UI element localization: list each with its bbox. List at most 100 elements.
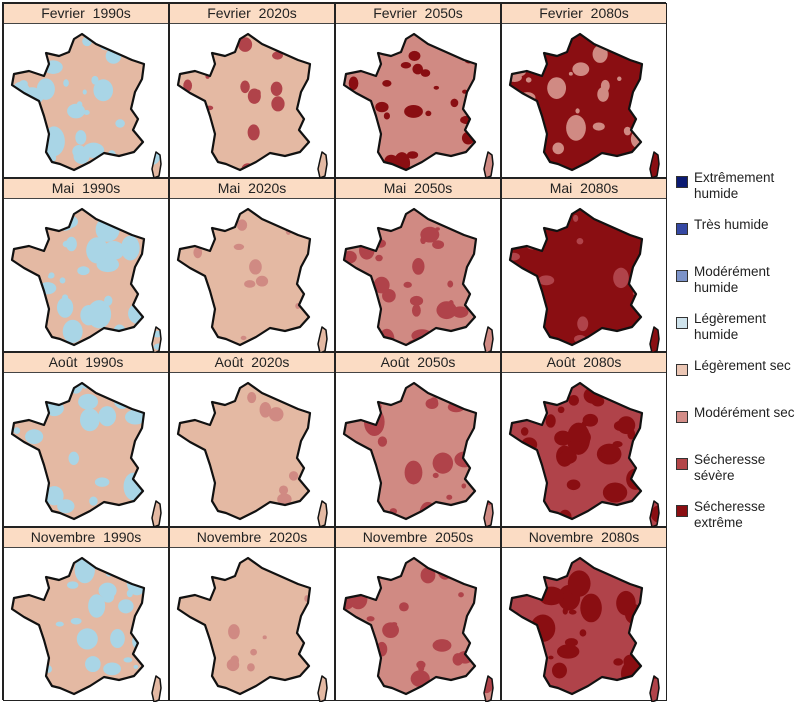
map-region	[409, 295, 424, 306]
map-region	[153, 343, 161, 350]
map-region	[566, 479, 581, 491]
map-region	[419, 501, 437, 526]
legend-swatch	[676, 411, 688, 423]
map-region	[378, 208, 397, 224]
map-region	[420, 69, 431, 77]
map-panel: Mai 2050s	[335, 177, 501, 353]
map-region	[266, 685, 272, 693]
map-region	[230, 654, 240, 666]
map-region	[554, 430, 572, 446]
map-region	[587, 163, 593, 169]
map-region	[436, 300, 457, 319]
corsica-outline	[317, 325, 328, 353]
map-region	[57, 499, 75, 514]
map-region	[118, 598, 134, 613]
map-region	[140, 611, 147, 619]
map-region	[551, 662, 567, 678]
map-region	[353, 489, 364, 502]
france-map	[10, 381, 162, 527]
legend-item: Sécheresse extrême	[676, 499, 798, 546]
map-region	[416, 660, 426, 669]
legend-item: Légèrement sec	[676, 358, 798, 405]
panel-title: Août 2020s	[170, 353, 334, 373]
map-region	[375, 101, 389, 113]
map-region	[108, 208, 114, 212]
map-region	[519, 236, 526, 243]
map-region	[529, 399, 542, 409]
map-region	[600, 446, 620, 461]
map-region	[616, 590, 636, 615]
map-region	[473, 256, 493, 274]
france-outline	[10, 381, 146, 521]
map-region	[154, 420, 161, 426]
map-region	[582, 413, 599, 427]
map-region	[203, 560, 217, 576]
map-region	[408, 50, 421, 61]
map-region	[377, 436, 388, 447]
map-region	[288, 471, 299, 481]
map-region	[359, 674, 381, 701]
map-region	[63, 79, 69, 87]
map-region	[138, 398, 159, 424]
map-region	[382, 621, 399, 638]
map-region	[93, 79, 114, 102]
panel-title: Novembre 2050s	[336, 527, 500, 548]
map-region	[640, 436, 659, 456]
france-map	[176, 207, 328, 353]
corsica-outline	[317, 500, 328, 527]
map-region	[556, 643, 580, 659]
map-panel: Novembre 2050s	[335, 526, 501, 702]
map-region	[449, 391, 455, 398]
map-region	[349, 485, 365, 497]
map-region	[469, 284, 479, 292]
map-grid: Fevrier 1990s Fevrier 2020s Fevrier 2050s F…	[2, 2, 667, 702]
map-region	[188, 155, 194, 159]
map-region	[420, 566, 436, 583]
map-region	[579, 628, 587, 637]
map-region	[102, 240, 125, 260]
map-region	[79, 408, 100, 432]
map-region	[220, 223, 226, 228]
map-region	[34, 464, 40, 469]
map-region	[403, 281, 412, 288]
map-panel: Mai 2080s	[501, 177, 667, 353]
map-region	[529, 402, 536, 410]
map-region	[259, 401, 272, 418]
map-region	[121, 235, 140, 260]
map-region	[89, 496, 98, 506]
map-region	[450, 98, 459, 108]
map-region	[62, 319, 83, 343]
map-region	[83, 109, 90, 116]
legend-swatch	[676, 364, 688, 376]
map-region	[133, 664, 139, 669]
map-region	[82, 89, 87, 95]
map-region	[392, 34, 398, 41]
legend: Extrêmement humide Très humide Modérément …	[676, 170, 798, 546]
corsica-outline	[649, 325, 660, 353]
map-region	[273, 383, 284, 388]
map-region	[483, 115, 493, 124]
map-panel: Mai 2020s	[169, 177, 335, 353]
map-region	[576, 237, 584, 244]
map-base-fill	[12, 208, 161, 353]
map-region	[510, 634, 522, 649]
map-region	[55, 621, 64, 627]
map-region	[36, 78, 55, 100]
map-region	[475, 111, 482, 116]
map-region	[625, 395, 638, 408]
map-region	[464, 680, 471, 688]
map-region	[103, 661, 122, 675]
map-region	[412, 63, 424, 75]
map-region	[472, 159, 483, 174]
map-base-fill	[178, 557, 327, 702]
map-region	[75, 130, 87, 145]
legend-item: Modérément humide	[676, 264, 798, 311]
map-region	[141, 143, 161, 166]
map-region	[516, 557, 523, 561]
map-region	[249, 258, 262, 275]
map-region	[567, 126, 584, 138]
france-map	[10, 207, 162, 353]
map-region	[88, 593, 106, 618]
map-region	[573, 214, 579, 222]
map-region	[87, 299, 112, 328]
